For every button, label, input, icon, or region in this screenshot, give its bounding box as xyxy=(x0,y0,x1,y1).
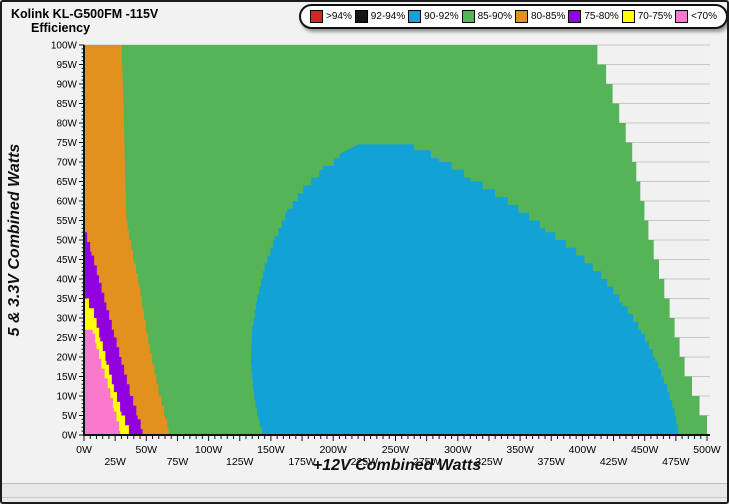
y-tick-label: 35W xyxy=(56,294,77,305)
legend-item: 80-85% xyxy=(514,10,566,23)
legend-label: 92-94% xyxy=(370,11,406,22)
y-tick-label: 30W xyxy=(56,314,77,325)
y-tick-label: 85W xyxy=(56,99,77,110)
x-tick-label: 350W xyxy=(506,444,534,456)
x-tick-label: 100W xyxy=(195,444,223,456)
legend-label: >94% xyxy=(326,11,352,22)
region-90-92 xyxy=(251,144,679,435)
y-tick-label: 25W xyxy=(56,333,77,344)
x-tick-label: 400W xyxy=(569,444,597,456)
y-tick-label: 20W xyxy=(56,353,77,364)
legend-label: 75-80% xyxy=(584,11,619,22)
x-tick-label: 25W xyxy=(104,456,126,468)
x-tick-label: 275W xyxy=(413,456,441,468)
x-tick-label: 450W xyxy=(631,444,659,456)
y-tick-label: 10W xyxy=(56,392,77,403)
legend-swatch xyxy=(568,10,582,23)
x-axis-title: +12V Combined Watts xyxy=(312,457,482,474)
efficiency-legend: >94% 92-94% 90-92% 85-90% 80-85% 75-80% … xyxy=(299,4,727,29)
legend-swatch xyxy=(675,10,689,23)
legend-item: <70% xyxy=(675,10,717,23)
y-tick-label: 55W xyxy=(56,216,77,227)
legend-item: >94% xyxy=(310,10,352,23)
y-tick-label: 95W xyxy=(56,60,77,71)
x-tick-label: 0W xyxy=(76,444,92,456)
y-tick-label: 15W xyxy=(56,372,77,383)
x-tick-label: 325W xyxy=(475,456,503,468)
status-strip xyxy=(2,483,727,502)
x-tick-label: 475W xyxy=(662,456,690,468)
x-tick-label: 200W xyxy=(319,444,347,456)
y-tick-label: 60W xyxy=(56,197,77,208)
y-tick-label: 80W xyxy=(56,119,77,130)
legend-label: 70-75% xyxy=(637,11,673,22)
y-axis-title: 5 & 3.3V Combined Watts xyxy=(6,143,23,337)
y-tick-label: 75W xyxy=(56,138,77,149)
legend-swatch xyxy=(621,10,635,23)
x-tick-label: 225W xyxy=(351,456,379,468)
y-tick-label: 40W xyxy=(56,275,77,286)
x-tick-label: 425W xyxy=(600,456,628,468)
y-tick-label: 70W xyxy=(56,158,77,169)
status-strip-divider xyxy=(2,497,727,498)
legend-swatch xyxy=(354,10,368,23)
legend-swatch xyxy=(310,10,323,23)
legend-item: 92-94% xyxy=(354,10,406,23)
legend-item: 75-80% xyxy=(568,10,619,23)
x-tick-label: 175W xyxy=(288,456,316,468)
legend-label: <70% xyxy=(691,11,717,22)
legend-label: 85-90% xyxy=(477,11,513,22)
y-tick-label: 100W xyxy=(51,41,78,52)
legend-item: 90-92% xyxy=(408,10,459,23)
legend-label: 90-92% xyxy=(424,11,459,22)
legend-label: 80-85% xyxy=(530,11,566,22)
y-tick-label: 90W xyxy=(56,80,77,91)
legend-item: 70-75% xyxy=(621,10,673,23)
chart-subtitle: Efficiency xyxy=(31,21,91,35)
chart-title: Kolink KL-G500FM -115V xyxy=(11,7,159,21)
y-tick-label: 0W xyxy=(62,431,78,442)
x-tick-label: 300W xyxy=(444,444,472,456)
y-tick-label: 5W xyxy=(62,411,78,422)
legend-swatch xyxy=(408,10,422,23)
y-tick-label: 50W xyxy=(56,236,77,247)
x-tick-label: 375W xyxy=(538,456,566,468)
x-tick-label: 50W xyxy=(136,444,158,456)
x-tick-label: 75W xyxy=(167,456,189,468)
legend-item: 85-90% xyxy=(461,10,513,23)
x-tick-label: 150W xyxy=(257,444,285,456)
legend-swatch xyxy=(514,10,528,23)
y-tick-label: 65W xyxy=(56,177,77,188)
y-tick-label: 45W xyxy=(56,255,77,266)
x-tick-label: 500W xyxy=(693,444,721,456)
legend-swatch xyxy=(461,10,475,23)
x-tick-label: 125W xyxy=(226,456,254,468)
x-tick-label: 250W xyxy=(382,444,410,456)
region-70 xyxy=(84,329,121,435)
